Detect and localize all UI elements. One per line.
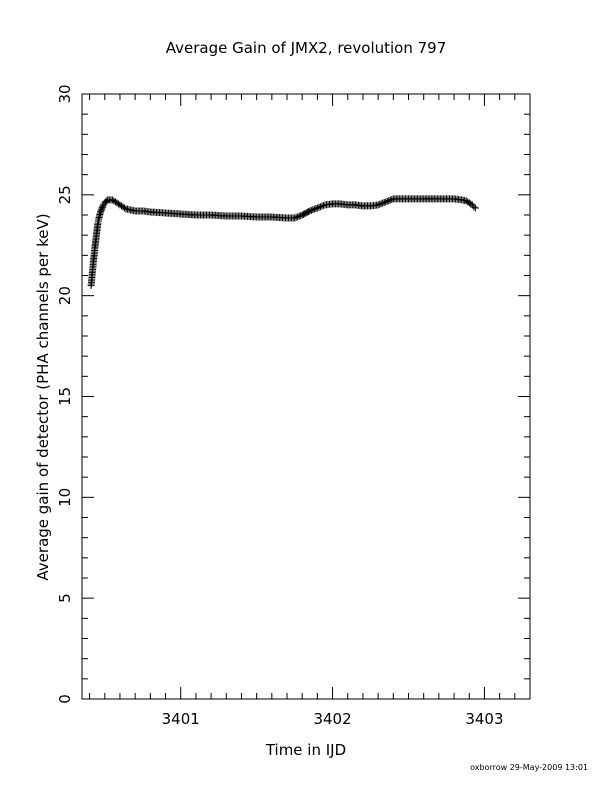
axes: 3401 3402 3403 0 5 10 15 20 25 30 bbox=[56, 84, 531, 728]
data-point bbox=[313, 204, 321, 212]
data-point bbox=[291, 214, 299, 222]
chart-title: Average Gain of JMX2, revolution 797 bbox=[166, 39, 447, 57]
data-point bbox=[374, 201, 382, 209]
data-point-fill bbox=[386, 196, 394, 204]
data-point-fill bbox=[319, 202, 327, 210]
data-point-fill bbox=[379, 199, 387, 207]
data-point-fill bbox=[377, 200, 385, 208]
y-tick-label: 20 bbox=[56, 286, 74, 305]
data-point-fill bbox=[318, 202, 326, 210]
data-point bbox=[306, 207, 314, 215]
data-point-fill bbox=[388, 195, 396, 203]
y-tick-label: 15 bbox=[56, 387, 74, 406]
data-point bbox=[470, 203, 478, 211]
data-point-fill bbox=[385, 197, 393, 205]
data-point-fill bbox=[312, 205, 320, 213]
data-point-fill bbox=[467, 200, 475, 208]
x-axis-label: Time in IJD bbox=[265, 741, 346, 759]
y-axis-label: Average gain of detector (PHA channels p… bbox=[34, 213, 52, 580]
data-point-fill bbox=[316, 203, 324, 211]
y-tick-label: 5 bbox=[56, 593, 74, 603]
x-tick-label: 3403 bbox=[465, 710, 503, 728]
data-point-fill bbox=[121, 204, 129, 212]
y-tick-label: 25 bbox=[56, 185, 74, 204]
data-point bbox=[471, 204, 479, 212]
data-point-fill bbox=[310, 205, 318, 213]
data-point bbox=[382, 198, 390, 206]
y-tick-label: 10 bbox=[56, 488, 74, 507]
data-point-fill bbox=[307, 206, 315, 214]
data-point-fill bbox=[295, 212, 303, 220]
y-tick-label: 30 bbox=[56, 84, 74, 103]
plot-frame bbox=[81, 93, 531, 700]
data-points bbox=[87, 195, 479, 290]
data-point-fill bbox=[309, 206, 317, 214]
data-point-fill bbox=[315, 203, 323, 211]
x-tick-label: 3401 bbox=[162, 710, 200, 728]
data-point-fill bbox=[292, 213, 300, 221]
data-point-fill bbox=[383, 197, 391, 205]
y-tick-label: 0 bbox=[56, 694, 74, 704]
data-point-fill bbox=[376, 200, 384, 208]
footer-stamp: oxborrow 29-May-2009 13:01 bbox=[470, 763, 588, 772]
data-point-fill bbox=[380, 198, 388, 206]
data-point-fill bbox=[294, 213, 302, 221]
x-tick-label: 3402 bbox=[313, 710, 351, 728]
